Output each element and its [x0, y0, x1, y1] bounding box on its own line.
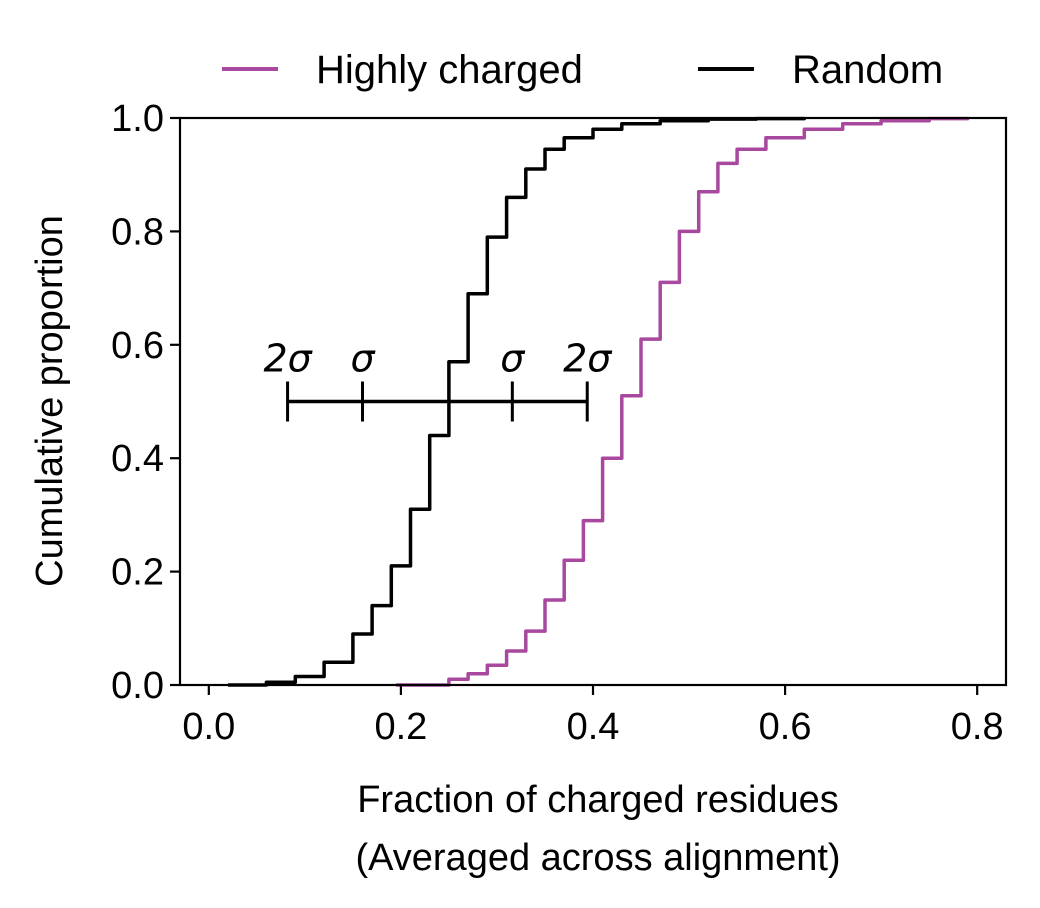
legend-label-highly-charged: Highly charged	[316, 48, 583, 92]
y-tick-label-4: 0.8	[111, 211, 164, 253]
x-tick-label-3: 0.6	[759, 706, 812, 748]
y-tick-label-5: 1.0	[111, 98, 164, 140]
x-axis-label-line2: (Averaged across alignment)	[355, 837, 840, 879]
sigma-label-0: 2σ	[263, 337, 313, 381]
series-line-highly-charged	[396, 116, 970, 687]
legend-label-random: Random	[792, 48, 943, 92]
legend: Highly charged Random	[222, 48, 943, 92]
y-tick-label-1: 0.2	[111, 552, 164, 594]
y-tick-label-3: 0.6	[111, 325, 164, 367]
series-line-random	[228, 116, 807, 687]
x-tick-label-4: 0.8	[951, 706, 1004, 748]
x-tick-label-0: 0.0	[182, 706, 235, 748]
y-tick-label-2: 0.4	[111, 438, 164, 480]
x-tick-label-1: 0.2	[374, 706, 427, 748]
axes: 0.0 0.2 0.4 0.6 0.8 0.0 0.2 0.4 0.6 0.8 1.0	[111, 98, 1008, 748]
x-tick-label-2: 0.4	[567, 706, 620, 748]
sigma-label-1: σ	[350, 337, 376, 381]
y-tick-label-0: 0.0	[111, 665, 164, 707]
sigma-label-3: 2σ	[563, 337, 613, 381]
y-axis-label: Cumulative proportion	[29, 215, 71, 587]
plot-area: 2σ σ σ 2σ	[228, 116, 970, 687]
sigma-label-2: σ	[500, 337, 526, 381]
x-axis-label: Fraction of charged residues	[357, 779, 839, 821]
